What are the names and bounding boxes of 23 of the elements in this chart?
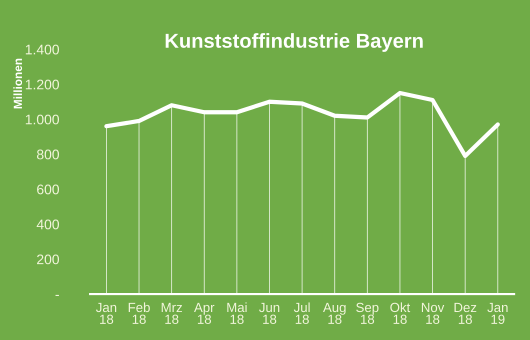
x-tick-label: Jan 19	[487, 302, 508, 324]
y-tick-label: 1.000	[26, 114, 60, 124]
y-tick-label: 200	[37, 254, 60, 264]
y-tick-label: 400	[36, 219, 60, 230]
y-tick-label: -	[56, 294, 59, 296]
chart-title: Kunststoffindustrie Bayern	[166, 33, 423, 52]
y-tick-label: 1.200	[26, 80, 60, 90]
x-tick-label: Sep 18	[356, 302, 379, 324]
y-tick-label: 800	[36, 150, 60, 160]
x-tick-label: Okt 18	[390, 302, 410, 324]
x-tick-label: Jul 18	[294, 302, 310, 324]
x-tick-label: Jan 18	[96, 302, 116, 324]
y-axis-title: Millionen	[13, 58, 22, 108]
y-tick-label: 600	[37, 184, 60, 194]
x-tick-label: Feb 18	[128, 302, 150, 324]
x-tick-label: Apr 18	[194, 302, 214, 324]
x-tick-label: Dez 18	[454, 302, 476, 324]
x-tick-label: Nov 18	[422, 302, 444, 324]
x-tick-label: Jun 18	[259, 302, 280, 324]
x-tick-label: Mrz 18	[162, 302, 182, 324]
x-tick-label: Aug 18	[323, 302, 346, 324]
x-tick-label: Mai 18	[227, 302, 247, 324]
y-tick-label: 1.400	[26, 44, 60, 54]
